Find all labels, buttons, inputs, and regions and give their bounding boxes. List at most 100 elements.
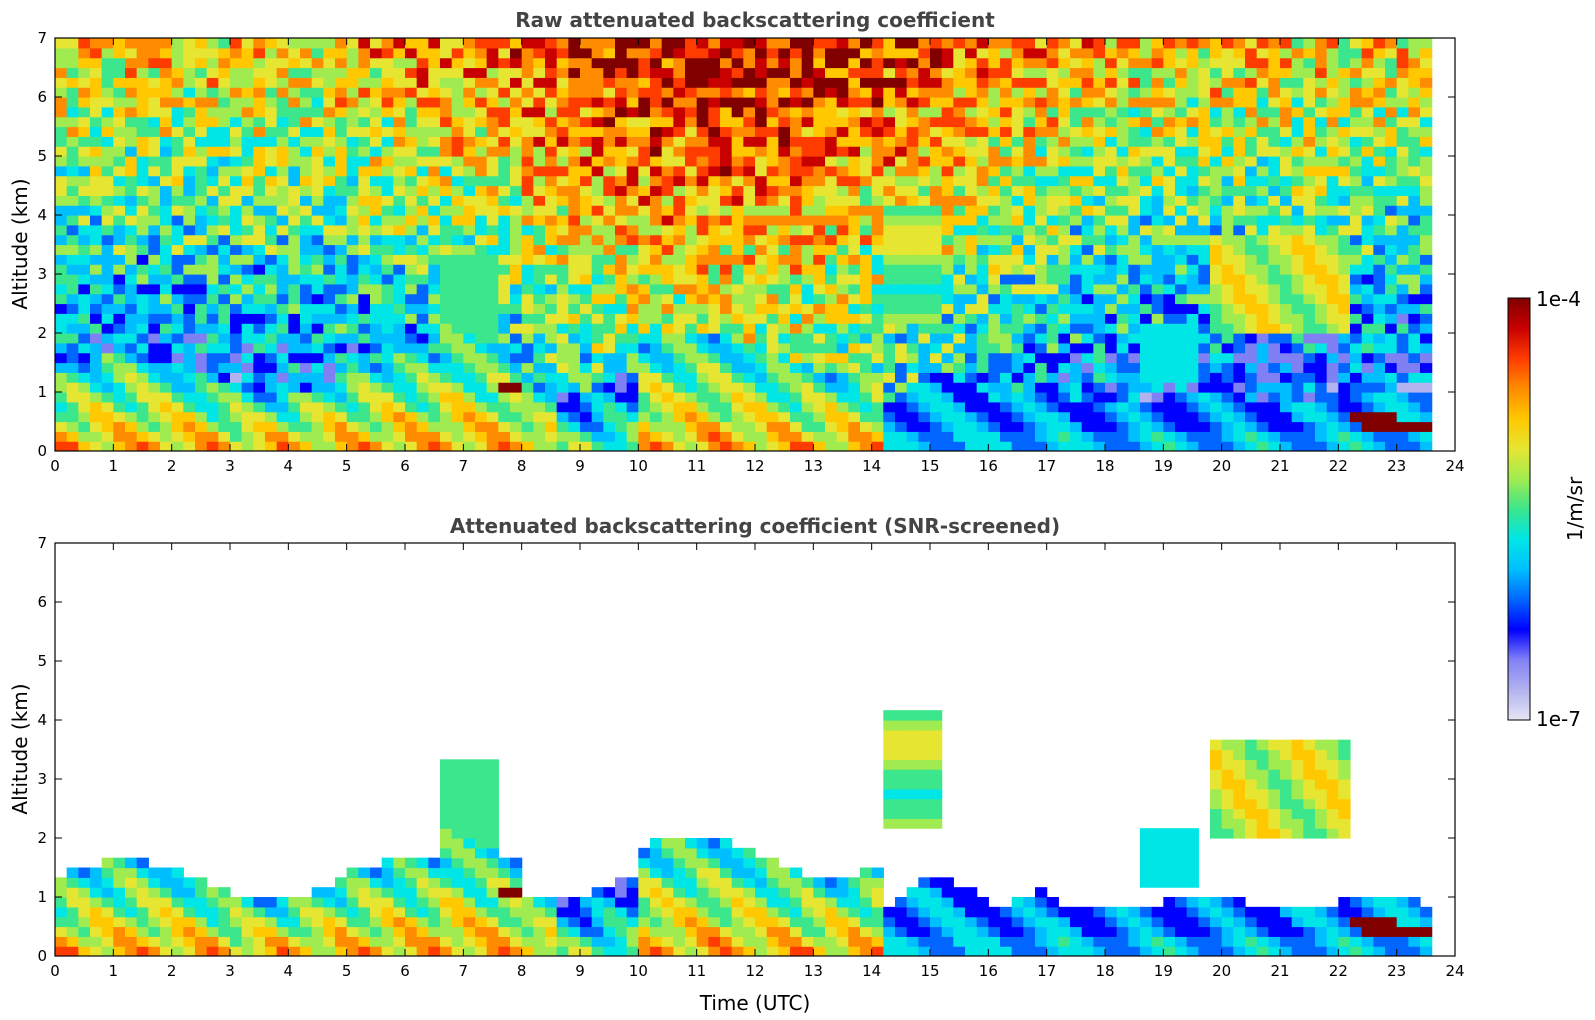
heatmap-cell xyxy=(836,323,849,334)
heatmap-cell xyxy=(1093,283,1106,295)
heatmap-cell xyxy=(1315,274,1328,285)
heatmap-cell xyxy=(1396,136,1409,147)
heatmap-cell xyxy=(265,126,278,137)
heatmap-cell xyxy=(533,293,546,305)
heatmap-cell xyxy=(1233,224,1246,236)
heatmap-cell xyxy=(1093,392,1106,403)
heatmap-cell xyxy=(195,224,208,236)
heatmap-cell xyxy=(836,67,849,78)
heatmap-cell xyxy=(976,274,989,285)
heatmap-cell xyxy=(941,97,954,108)
heatmap-cell xyxy=(615,274,628,285)
heatmap-cell xyxy=(440,323,453,334)
heatmap-cell xyxy=(941,362,954,373)
heatmap-cell xyxy=(1373,362,1386,373)
heatmap-cell xyxy=(405,165,418,177)
heatmap-cell xyxy=(323,146,336,157)
heatmap-cell xyxy=(720,411,733,423)
heatmap-cell xyxy=(463,254,476,265)
heatmap-cell xyxy=(218,362,231,373)
heatmap-cell xyxy=(381,293,394,305)
heatmap-cell xyxy=(1210,431,1223,442)
heatmap-cell xyxy=(883,421,896,432)
heatmap-cell xyxy=(241,195,254,206)
heatmap-cell xyxy=(230,106,243,118)
heatmap-cell xyxy=(78,175,91,187)
heatmap-cell xyxy=(825,421,838,432)
heatmap-cell xyxy=(1373,431,1386,442)
heatmap-cell xyxy=(475,254,488,265)
heatmap-cell xyxy=(1151,97,1164,108)
heatmap-cell xyxy=(778,156,791,167)
heatmap-cell xyxy=(183,431,196,442)
heatmap-cell xyxy=(1151,146,1164,157)
heatmap-cell xyxy=(381,87,394,98)
heatmap-cell xyxy=(253,411,266,423)
heatmap-cell xyxy=(906,67,919,78)
heatmap-cell xyxy=(1338,126,1351,137)
heatmap-cell xyxy=(1046,283,1059,295)
heatmap-cell xyxy=(1280,333,1293,344)
heatmap-cell xyxy=(1058,215,1071,226)
heatmap-cell xyxy=(230,421,243,432)
heatmap-cell xyxy=(288,313,301,324)
heatmap-cell xyxy=(591,175,604,187)
heatmap-cell xyxy=(521,136,534,147)
heatmap-cell xyxy=(1151,431,1164,442)
heatmap-cell xyxy=(335,116,348,128)
heatmap-cell xyxy=(965,441,978,451)
heatmap-cell xyxy=(451,224,464,236)
heatmap-cell xyxy=(241,67,254,78)
heatmap-cell xyxy=(1396,313,1409,324)
heatmap-cell xyxy=(498,116,511,128)
heatmap-cell xyxy=(1396,392,1409,403)
heatmap-cell xyxy=(451,313,464,324)
heatmap-cell xyxy=(650,254,663,265)
heatmap-cell xyxy=(650,97,663,108)
heatmap-cell xyxy=(1291,38,1304,49)
heatmap-cell xyxy=(638,244,651,255)
heatmap-cell xyxy=(1198,77,1211,88)
heatmap-cell xyxy=(1315,195,1328,206)
heatmap-cell xyxy=(1361,67,1374,78)
heatmap-cell xyxy=(1350,215,1363,226)
heatmap-cell xyxy=(638,165,651,177)
heatmap-cell xyxy=(696,224,709,236)
heatmap-cell xyxy=(661,215,674,226)
heatmap-cell xyxy=(288,372,301,383)
heatmap-cell xyxy=(965,47,978,59)
heatmap-cell xyxy=(580,293,593,305)
heatmap-cell xyxy=(1361,38,1374,49)
heatmap-cell xyxy=(241,175,254,187)
heatmap-cell xyxy=(1023,77,1036,88)
heatmap-cell xyxy=(1221,185,1234,196)
heatmap-cell xyxy=(66,362,79,373)
heatmap-cell xyxy=(533,411,546,423)
heatmap-cell xyxy=(101,106,114,118)
heatmap-cell xyxy=(276,106,289,118)
heatmap-cell xyxy=(1408,116,1421,128)
heatmap-cell xyxy=(976,175,989,187)
heatmap-cell xyxy=(778,106,791,118)
heatmap-cell xyxy=(393,47,406,59)
heatmap-cell xyxy=(1256,392,1269,403)
heatmap-cell xyxy=(1280,57,1293,69)
heatmap-cell xyxy=(556,254,569,265)
heatmap-cell xyxy=(1245,362,1258,373)
heatmap-cell xyxy=(906,264,919,275)
heatmap-cell xyxy=(778,323,791,334)
heatmap-cell xyxy=(66,372,79,383)
heatmap-cell xyxy=(486,362,499,373)
heatmap-cell xyxy=(1046,136,1059,147)
heatmap-cell xyxy=(486,254,499,265)
heatmap-cell xyxy=(930,136,943,147)
heatmap-cell xyxy=(1175,293,1188,305)
heatmap-cell xyxy=(813,156,826,167)
heatmap-cell xyxy=(930,244,943,255)
heatmap-cell xyxy=(323,372,336,383)
heatmap-cell xyxy=(988,146,1001,157)
heatmap-cell xyxy=(1396,67,1409,78)
heatmap-cell xyxy=(1023,411,1036,423)
heatmap-cell xyxy=(836,441,849,451)
heatmap-cell xyxy=(300,313,313,324)
